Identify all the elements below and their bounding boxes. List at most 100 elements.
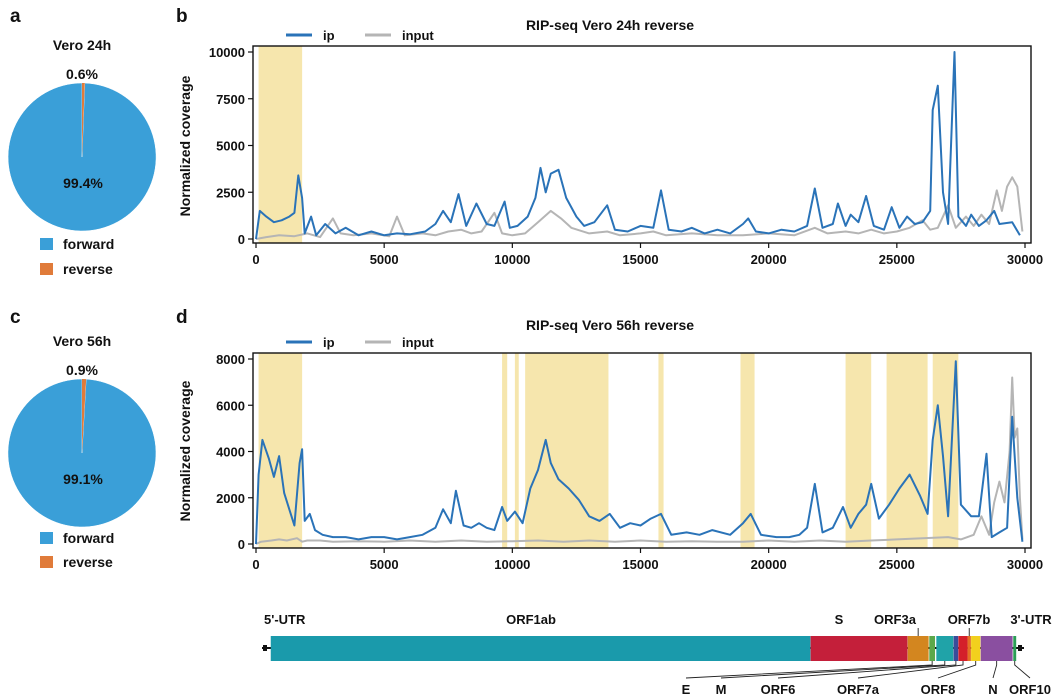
genome-label-orf3a: ORF3a <box>874 612 917 627</box>
highlight-region <box>886 353 928 548</box>
chart-title: RIP-seq Vero 24h reverse <box>526 17 694 33</box>
genome-segment-s <box>810 636 908 661</box>
leader-orf10 <box>1014 661 1031 679</box>
x-tick-label: 20000 <box>751 557 787 572</box>
highlight-region <box>658 353 664 548</box>
legend-label-reverse: reverse <box>63 554 113 570</box>
legend-label-input: input <box>402 28 434 43</box>
y-axis-label: Normalized coverage <box>177 75 193 216</box>
genome-label-5utr: 5'-UTR <box>264 612 306 627</box>
highlight-region <box>502 353 508 548</box>
y-tick-label: 0 <box>238 232 245 247</box>
panel-label-a: a <box>10 6 21 27</box>
genome-label-m: M <box>716 682 727 697</box>
pie-title: Vero 24h <box>53 37 111 53</box>
pie-label-forward: 99.1% <box>63 471 103 487</box>
x-tick-label: 25000 <box>879 252 915 267</box>
genome-label-orf7b: ORF7b <box>948 612 991 627</box>
series-line-ip <box>255 360 1024 545</box>
genome-segment-orf7b <box>967 636 971 661</box>
y-tick-label: 7500 <box>216 92 245 107</box>
genome-segment-m <box>936 636 954 661</box>
pie-label-reverse: 0.6% <box>66 66 98 82</box>
legend-label-reverse: reverse <box>63 261 113 277</box>
pie-slice-reverse <box>82 379 87 453</box>
y-tick-label: 5000 <box>216 139 245 154</box>
highlight-region <box>845 353 872 548</box>
legend-swatch-reverse <box>40 556 53 568</box>
line-chart-vero-56h: RIP-seq Vero 56h reverse ip input Normal… <box>177 317 1043 572</box>
pie-slice-forward <box>7 82 157 232</box>
x-tick-label: 0 <box>252 252 259 267</box>
y-tick-label: 0 <box>238 537 245 552</box>
legend-label-ip: ip <box>323 28 335 43</box>
genome-segment-orf8 <box>971 636 981 661</box>
genome-label-e: E <box>682 682 691 697</box>
x-tick-label: 0 <box>252 557 259 572</box>
leader-orf7a <box>857 661 964 679</box>
line-chart-vero-24h: RIP-seq Vero 24h reverse ip input Normal… <box>177 17 1043 267</box>
leader-orf8 <box>937 661 977 679</box>
y-tick-label: 2000 <box>216 491 245 506</box>
genome-segment-orf6 <box>953 636 959 661</box>
genome-label-s: S <box>835 612 844 627</box>
genome-end-5 <box>263 645 267 651</box>
genome-label-orf10: ORF10 <box>1009 682 1051 697</box>
leader-m <box>720 661 946 679</box>
y-tick-label: 10000 <box>209 45 245 60</box>
leader-e <box>685 661 933 679</box>
leader-n <box>992 661 998 679</box>
genome-segment-orf3a <box>907 636 929 661</box>
legend-swatch-forward <box>40 532 53 544</box>
genome-label-orf6: ORF6 <box>761 682 796 697</box>
genome-segment-orf7a <box>958 636 968 661</box>
plot-frame <box>252 352 1032 549</box>
genome-label-3utr: 3'-UTR <box>1010 612 1052 627</box>
y-tick-label: 6000 <box>216 398 245 413</box>
highlight-region <box>514 353 519 548</box>
pie-chart-vero-56h: Vero 56h 0.9% 99.1% forward reverse <box>7 333 157 570</box>
genome-label-n: N <box>988 682 997 697</box>
panel-label-c: c <box>10 307 21 328</box>
highlight-region <box>525 353 609 548</box>
x-tick-label: 30000 <box>1007 252 1043 267</box>
x-tick-label: 20000 <box>751 252 787 267</box>
genome-segment-e <box>929 636 936 661</box>
leader-orf6 <box>777 661 957 679</box>
genome-map: 5'-UTR ORF1ab S ORF3a ORF7b 3'-UTR E M O… <box>262 612 1052 697</box>
pie-label-forward: 99.4% <box>63 175 103 191</box>
genome-segment-n <box>980 636 1013 661</box>
legend-label-forward: forward <box>63 236 114 252</box>
series-line-input <box>255 176 1024 240</box>
x-tick-label: 25000 <box>879 557 915 572</box>
x-tick-label: 15000 <box>622 252 658 267</box>
pie-label-reverse: 0.9% <box>66 362 98 378</box>
legend-swatch-forward <box>40 238 53 250</box>
pie-slice-reverse <box>82 82 85 157</box>
series-line-ip <box>255 51 1021 240</box>
pie-title: Vero 56h <box>53 333 111 349</box>
pie-slice-forward <box>7 378 157 528</box>
x-tick-label: 5000 <box>370 252 399 267</box>
panel-label-b: b <box>176 6 188 27</box>
legend-label-ip: ip <box>323 335 335 350</box>
x-tick-label: 30000 <box>1007 557 1043 572</box>
series-line-input <box>255 376 1024 545</box>
genome-label-orf7a: ORF7a <box>837 682 880 697</box>
y-tick-label: 2500 <box>216 185 245 200</box>
legend-label-input: input <box>402 335 434 350</box>
highlight-region <box>740 353 755 548</box>
chart-title: RIP-seq Vero 56h reverse <box>526 317 694 333</box>
x-tick-label: 15000 <box>622 557 658 572</box>
legend-label-forward: forward <box>63 530 114 546</box>
genome-segment-orf1ab <box>270 636 811 661</box>
y-tick-label: 8000 <box>216 352 245 367</box>
x-tick-label: 10000 <box>494 557 530 572</box>
legend-swatch-reverse <box>40 263 53 275</box>
pie-chart-vero-24h: Vero 24h 0.6% 99.4% forward reverse <box>7 37 157 277</box>
genome-label-orf8: ORF8 <box>921 682 956 697</box>
genome-label-orf1ab: ORF1ab <box>506 612 556 627</box>
plot-frame <box>252 45 1032 244</box>
y-tick-label: 4000 <box>216 445 245 460</box>
